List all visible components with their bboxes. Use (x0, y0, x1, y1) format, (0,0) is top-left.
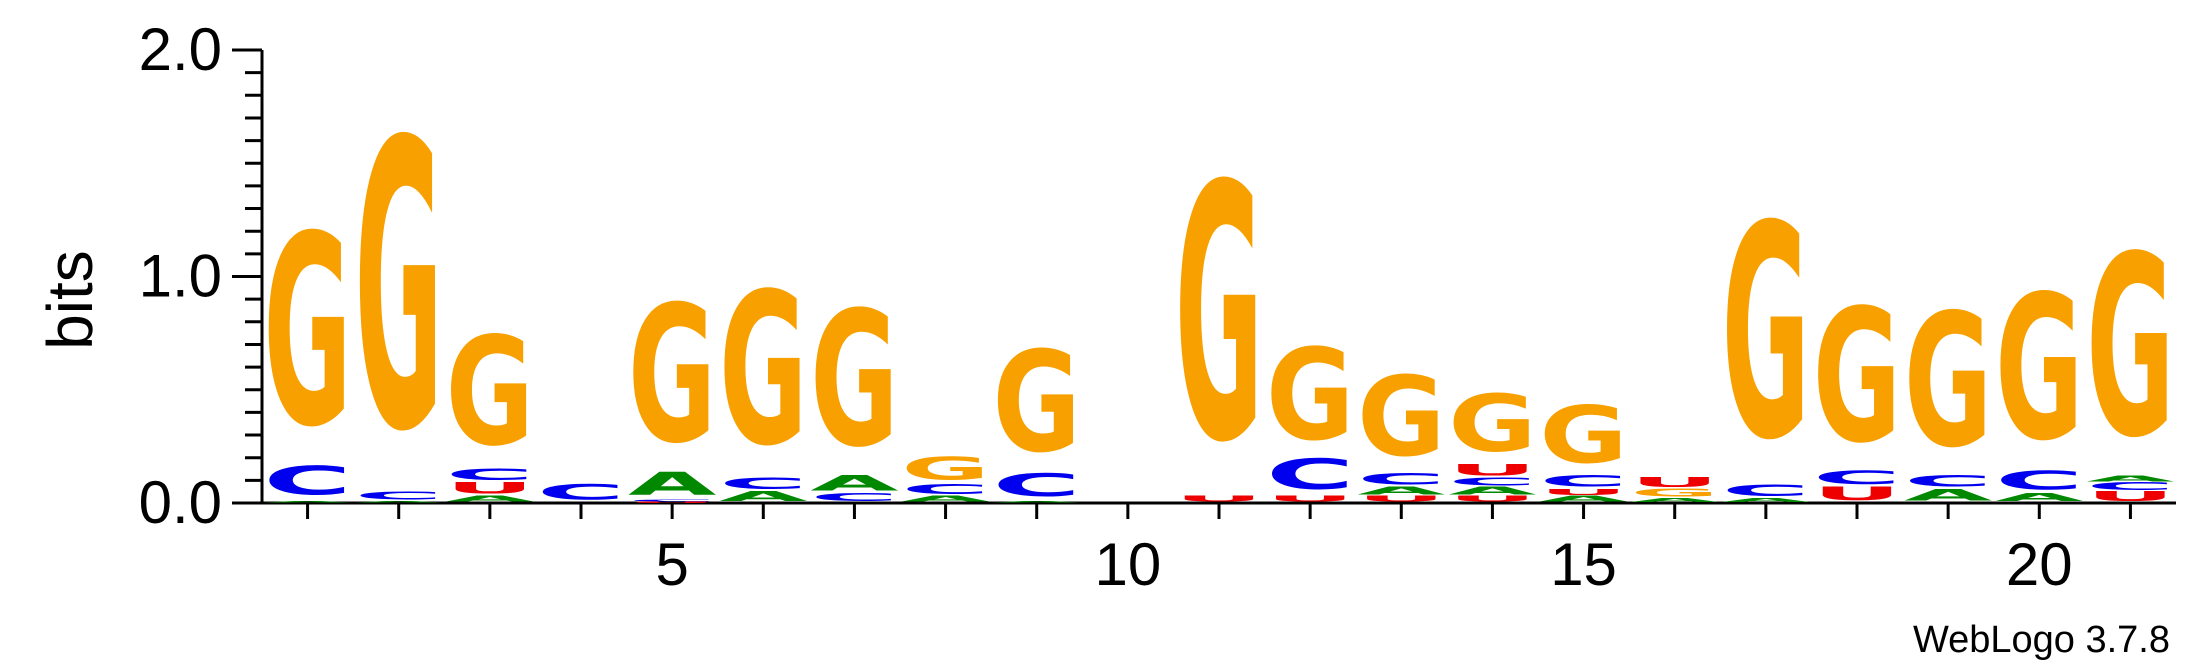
logo-letter-G: G (993, 323, 1081, 484)
logo-letter-C: C (355, 490, 443, 502)
logo-letter-U: U (1448, 461, 1536, 479)
logo-letter-G: G (1904, 276, 1992, 488)
logo-letter-G: G (810, 272, 898, 489)
logo-letter-G: G (1631, 487, 1719, 499)
logo-column: ACG (719, 250, 808, 504)
y-tick-label: 2.0 (139, 16, 222, 83)
logo-letter-U: U (1448, 494, 1536, 503)
logo-letter-A: A (1539, 494, 1628, 503)
y-axis-label: bits (34, 250, 106, 350)
logo-letter-C: C (901, 482, 989, 497)
logo-letter-C: C (263, 459, 351, 505)
logo-column: UG (1175, 112, 1263, 520)
logo-column: UCG (1813, 272, 1901, 504)
logo-letter-U: U (1813, 483, 1901, 504)
logo-letter-C: C (810, 492, 898, 504)
logo-letter-U: U (1631, 475, 1719, 490)
logo-letter-C: C (537, 480, 625, 504)
weblogo-version-footer: WebLogo 3.7.8 (1913, 619, 2170, 661)
logo-letter-G: G (1722, 164, 1810, 505)
logo-column: ACG (1722, 164, 1811, 505)
logo-letter-G: G (1539, 391, 1627, 482)
logo-letter-C: C (628, 499, 716, 502)
logo-letter-G: G (355, 59, 443, 519)
logo-letter-U: U (628, 502, 716, 504)
logo-letter-A: A (1357, 485, 1446, 497)
logo-letter-G: G (446, 305, 534, 479)
logo-letter-G: G (719, 250, 807, 493)
y-tick-label: 0.0 (139, 469, 222, 536)
logo-letter-G: G (901, 450, 989, 487)
x-tick-label: 10 (1094, 531, 1161, 598)
logo-letter-G: G (1357, 353, 1445, 481)
logo-letter-C: C (993, 467, 1081, 504)
logo-letter-A: A (355, 501, 444, 503)
logo-letter-C: C (1813, 467, 1901, 488)
logo-letter-C: C (1266, 451, 1354, 500)
logo-letter-G: G (1175, 112, 1263, 520)
logo-column: ACG (355, 59, 444, 519)
logo-letter-A: A (628, 465, 717, 502)
logo-column: ACG (1995, 253, 2084, 503)
logo-column: C (537, 480, 625, 504)
logo-column: UCG (1266, 322, 1354, 504)
logo-column: CAG (810, 272, 899, 504)
logo-letter-G: G (1995, 253, 2083, 484)
logo-letter-C: C (1722, 481, 1810, 499)
logo-letter-A: A (719, 489, 808, 504)
logo-letter-G: G (1813, 272, 1901, 484)
logo-letter-U: U (1357, 494, 1445, 503)
logo-letter-A: A (446, 494, 535, 503)
logo-letter-C: C (1539, 472, 1627, 490)
logo-letter-C: C (2086, 480, 2174, 492)
logo-letter-C: C (1904, 472, 1992, 490)
logo-letter-A: A (901, 494, 990, 503)
logo-letter-C: C (1357, 470, 1445, 488)
logo-letter-A: A (1448, 485, 1537, 497)
logo-letter-A: A (993, 501, 1082, 503)
x-tick-label: 20 (2006, 531, 2073, 598)
x-axis: 5 10 15 20 (262, 501, 2176, 598)
logo-letter-A: A (1631, 497, 1720, 503)
logo-letter-C: C (719, 475, 807, 493)
logo-letter-G: G (2086, 204, 2174, 493)
logo-letter-A: A (1722, 497, 1811, 503)
logo-letter-G: G (628, 267, 716, 486)
logo-letter-C: C (1448, 476, 1536, 488)
x-tick-label: 5 (655, 531, 688, 598)
logo-letter-U: U (1175, 494, 1263, 503)
y-tick-label: 1.0 (139, 243, 222, 310)
logo-letter-A: A (1995, 492, 2084, 504)
x-tick-label: 15 (1550, 531, 1617, 598)
logo-column: ACG (263, 181, 352, 504)
logo-letter-G: G (263, 181, 351, 486)
logo-letter-G: G (1448, 380, 1536, 471)
logo-letter-C: C (446, 466, 534, 484)
logo-column: ACG (901, 450, 990, 503)
logo-column: ACG (993, 323, 1082, 503)
logo-letter-A: A (810, 471, 899, 495)
logo-letter-U: U (1266, 494, 1354, 503)
logo-letter-A: A (1904, 486, 1992, 504)
logo-letter-C: C (1995, 465, 2083, 496)
logo-letter-U: U (1539, 488, 1627, 497)
y-axis: 0.0 1.0 2.0 (139, 16, 264, 536)
logo-letter-A: A (2086, 474, 2175, 483)
logo-letter-U: U (2086, 489, 2174, 504)
logo-column: AGU (1631, 475, 1720, 503)
logo-column: ACG (1904, 276, 1992, 504)
logo-letter-G: G (1266, 322, 1354, 469)
logo-letter-A: A (263, 501, 352, 503)
logo-letter-U: U (446, 479, 534, 497)
